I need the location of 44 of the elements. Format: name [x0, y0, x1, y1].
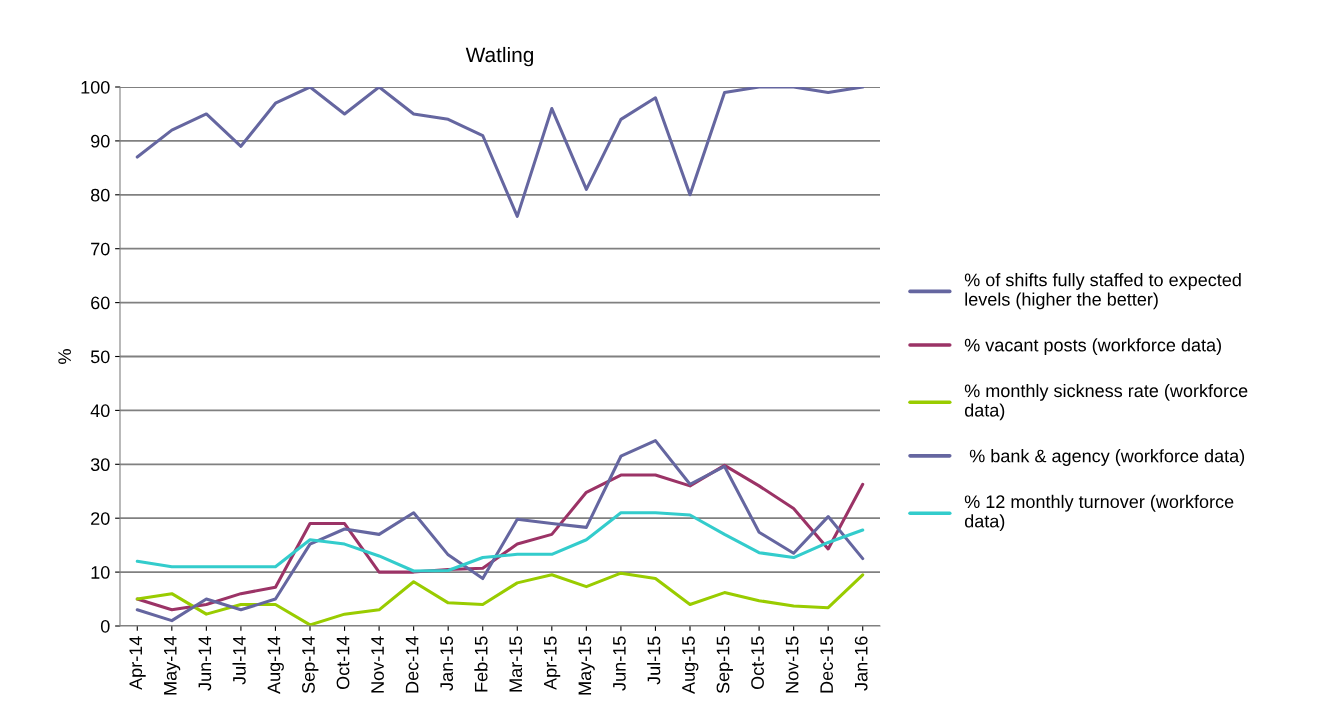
x-tick-label: Mar-15	[509, 636, 523, 692]
y-tick-label: 40	[90, 404, 110, 418]
legend-label: % vacant posts (workforce data)	[964, 338, 1221, 356]
line-series	[135, 511, 865, 573]
x-tick-label: Aug-15	[682, 636, 699, 694]
x-tick-label: Feb-15	[474, 636, 488, 692]
x-tick-label: Oct-15	[751, 636, 764, 690]
chart-title: Watling	[465, 46, 533, 67]
legend-label: % of shifts fully staffed to expected levels (higher the better)	[964, 273, 1241, 310]
y-tick-label: 90	[91, 134, 110, 148]
x-tick-label: Jan-16	[854, 636, 868, 691]
line-series	[135, 439, 865, 623]
x-tick-label: Nov-15	[785, 636, 799, 693]
y-tick-label: 0	[100, 619, 110, 633]
x-tick-label: Oct-14	[336, 636, 350, 690]
legend-label: % bank & agency (workforce data)	[969, 449, 1245, 466]
x-tick-label: Dec-14	[405, 636, 419, 693]
x-tick-label: May-15	[578, 636, 595, 695]
y-tick-label: 100	[81, 80, 110, 94]
x-tick-label: Jan-15	[440, 636, 454, 691]
x-tick-label: Nov-14	[371, 636, 384, 693]
x-tick-label: Aug-14	[267, 636, 284, 694]
x-tick-label: Jun-15	[613, 636, 626, 691]
x-tick-label: Jul-14	[232, 636, 246, 685]
y-tick-label: 30	[90, 458, 110, 472]
y-tick-label: 10	[91, 566, 110, 579]
line-series	[135, 571, 865, 626]
x-tick-label: Apr-15	[544, 636, 561, 690]
x-tick-label: Sep-15	[716, 636, 733, 694]
legend-label: % 12 monthly turnover (workforce data)	[964, 494, 1234, 532]
y-tick-label: 20	[91, 512, 110, 525]
y-tick-label: 60	[91, 296, 110, 310]
x-tick-label: May-14	[164, 636, 181, 695]
y-axis-title: %	[58, 349, 71, 364]
line-series	[135, 87, 865, 218]
y-tick-label: 80	[90, 188, 110, 202]
x-tick-label: Dec-15	[820, 636, 834, 693]
y-tick-label: 70	[91, 242, 110, 256]
x-tick-label: Jul-15	[647, 636, 661, 685]
x-tick-label: Apr-14	[129, 636, 146, 690]
x-tick-label: Sep-14	[302, 636, 319, 694]
x-tick-label: Jun-14	[198, 636, 212, 691]
legend-label: % monthly sickness rate (workforce data)	[964, 383, 1248, 421]
y-tick-label: 50	[90, 350, 110, 364]
